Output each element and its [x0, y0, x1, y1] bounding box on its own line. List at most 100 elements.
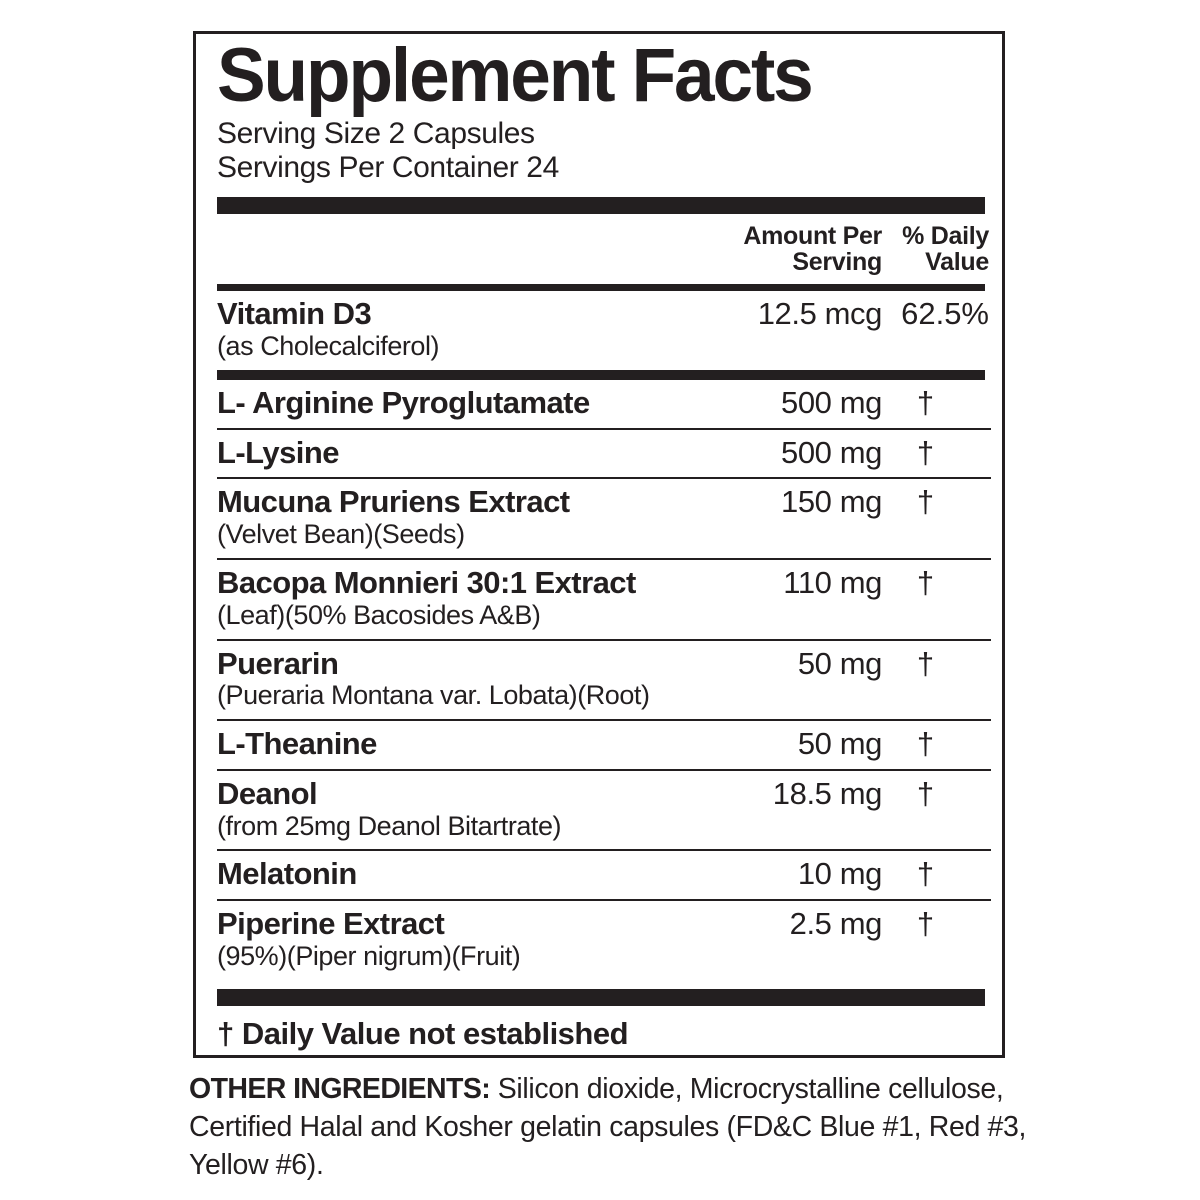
- nutrient-name: Mucuna Pruriens Extract: [217, 484, 570, 520]
- nutrient-subtext: (95%)(Piper nigrum)(Fruit): [217, 941, 521, 972]
- table-row: Puerarin (Pueraria Montana var. Lobata)(…: [217, 641, 991, 720]
- spacer: [217, 980, 985, 989]
- page-title: Supplement Facts: [217, 33, 814, 118]
- row-divider: [217, 557, 991, 560]
- nutrient-name: Bacopa Monnieri 30:1 Extract: [217, 564, 636, 600]
- nutrient-daily-value: †: [916, 906, 935, 942]
- supplement-facts-panel: Supplement Facts Serving Size 2 Capsules…: [193, 31, 1005, 1058]
- nutrition-table: Amount Per Serving % Daily Value: [217, 214, 991, 284]
- nutrient-daily-value: †: [916, 434, 935, 470]
- nutrient-name: Deanol: [217, 775, 318, 811]
- nutrient-name-cell: Deanol (from 25mg Deanol Bitartrate): [217, 771, 722, 850]
- daily-value-footnote: † Daily Value not established: [217, 1015, 629, 1051]
- rule-thin: [217, 768, 991, 771]
- table-row: Piperine Extract (95%)(Piper nigrum)(Fru…: [217, 901, 991, 980]
- nutrient-subtext: (Velvet Bean)(Seeds): [217, 519, 465, 550]
- nutrient-name: L-Theanine: [217, 726, 377, 762]
- nutrient-amount: 10 mg: [797, 856, 883, 892]
- nutrient-daily-value: †: [916, 856, 935, 892]
- table-row: Bacopa Monnieri 30:1 Extract (Leaf)(50% …: [217, 560, 991, 639]
- rule-thin: [217, 477, 991, 480]
- other-ingredients-block: OTHER INGREDIENTS: Silicon dioxide, Micr…: [189, 1070, 1049, 1185]
- other-ingredients-text: Silicon dioxide, Microcrystalline cellul…: [189, 1073, 1027, 1182]
- table-row: L-Lysine 500 mg †: [217, 430, 991, 478]
- rule-below-headers: [217, 284, 985, 292]
- nutrient-amount: 500 mg: [781, 384, 882, 420]
- row-divider: [217, 638, 991, 641]
- nutrient-name-cell: Piperine Extract (95%)(Piper nigrum)(Fru…: [217, 901, 722, 980]
- nutrient-amount: 150 mg: [781, 484, 882, 520]
- nutrient-name: L- Arginine Pyroglutamate: [217, 384, 590, 420]
- nutrient-subtext: (Pueraria Montana var. Lobata)(Root): [217, 680, 650, 711]
- rule-below-vitamins: [217, 369, 985, 380]
- nutrient-name: Vitamin D3: [217, 296, 372, 332]
- nutrient-amount: 2.5 mg: [789, 906, 883, 942]
- nutrient-daily-value: †: [916, 484, 935, 520]
- table-row: Mucuna Pruriens Extract (Velvet Bean)(Se…: [217, 479, 991, 558]
- panel-inner: Supplement Facts Serving Size 2 Capsules…: [217, 33, 991, 1051]
- header-blank: [217, 214, 722, 284]
- nutrient-amount: 12.5 mcg: [757, 296, 883, 332]
- table-row: L- Arginine Pyroglutamate 500 mg †: [217, 380, 991, 428]
- rule-thick-top: [217, 197, 985, 215]
- table-header-row: Amount Per Serving % Daily Value: [217, 214, 991, 284]
- servings-per-container: Servings Per Container 24: [217, 150, 559, 184]
- table-row: Melatonin 10 mg †: [217, 851, 991, 899]
- header-amount-line2: Serving: [792, 248, 882, 277]
- serving-size: Serving Size 2 Capsules: [217, 116, 535, 150]
- nutrient-daily-value: †: [916, 645, 935, 681]
- nutrient-name-cell: L-Lysine: [217, 430, 722, 478]
- ingredient-group: L- Arginine Pyroglutamate 500 mg † L-Lys…: [217, 380, 991, 980]
- vitamin-group: Vitamin D3 (as Cholecalciferol) 12.5 mcg…: [217, 291, 991, 370]
- nutrient-name-cell: Bacopa Monnieri 30:1 Extract (Leaf)(50% …: [217, 560, 722, 639]
- table-row: L-Theanine 50 mg †: [217, 721, 991, 769]
- nutrient-daily-value: †: [916, 775, 935, 811]
- nutrient-subtext: (Leaf)(50% Bacosides A&B): [217, 599, 541, 630]
- nutrient-daily-value: †: [916, 726, 935, 762]
- nutrient-amount: 50 mg: [797, 726, 883, 762]
- row-divider: [217, 477, 991, 480]
- nutrient-daily-value: †: [916, 564, 935, 600]
- nutrient-name-cell: Melatonin: [217, 851, 722, 899]
- header-amount-per-serving: Amount Per Serving: [722, 214, 882, 284]
- row-divider: [217, 427, 991, 430]
- rule-thin: [217, 427, 991, 430]
- rule-thin: [217, 849, 991, 852]
- header-dv-line2: Value: [925, 248, 989, 277]
- row-divider: [217, 768, 991, 771]
- table-row: Vitamin D3 (as Cholecalciferol) 12.5 mcg…: [217, 291, 991, 370]
- header-daily-value: % Daily Value: [882, 214, 991, 284]
- nutrient-name: Piperine Extract: [217, 906, 445, 942]
- row-divider: [217, 719, 991, 722]
- serving-info: Serving Size 2 Capsules Servings Per Con…: [217, 117, 985, 184]
- table-row: Deanol (from 25mg Deanol Bitartrate) 18.…: [217, 771, 991, 850]
- nutrient-daily-value: †: [916, 384, 935, 420]
- rule-thin: [217, 899, 991, 902]
- nutrient-amount: 110 mg: [783, 564, 882, 600]
- nutrient-name-cell: Mucuna Pruriens Extract (Velvet Bean)(Se…: [217, 479, 722, 558]
- nutrient-amount: 500 mg: [781, 434, 882, 470]
- nutrient-subtext: (from 25mg Deanol Bitartrate): [217, 810, 562, 841]
- nutrient-daily-value: 62.5%: [901, 296, 989, 332]
- nutrient-name: Puerarin: [217, 645, 339, 681]
- nutrient-name-cell: L- Arginine Pyroglutamate: [217, 380, 722, 428]
- nutrient-amount: 50 mg: [797, 645, 883, 681]
- header-amount-line1: Amount Per: [743, 222, 882, 251]
- rule-thin: [217, 638, 991, 641]
- nutrient-name: L-Lysine: [217, 434, 339, 470]
- row-divider: [217, 899, 991, 902]
- nutrient-name-cell: L-Theanine: [217, 721, 722, 769]
- nutrient-name: Melatonin: [217, 856, 357, 892]
- spacer: [217, 184, 985, 197]
- nutrient-name-cell: Puerarin (Pueraria Montana var. Lobata)(…: [217, 641, 722, 720]
- nutrient-name-cell: Vitamin D3 (as Cholecalciferol): [217, 291, 722, 370]
- rule-thick-bottom: [217, 988, 985, 1006]
- rule-thin: [217, 557, 991, 560]
- rule-thin: [217, 719, 991, 722]
- nutrient-subtext: (as Cholecalciferol): [217, 331, 440, 361]
- header-dv-line1: % Daily: [902, 222, 989, 251]
- nutrient-amount: 18.5 mg: [772, 775, 883, 811]
- other-ingredients-label: OTHER INGREDIENTS:: [189, 1073, 491, 1105]
- row-divider: [217, 849, 991, 852]
